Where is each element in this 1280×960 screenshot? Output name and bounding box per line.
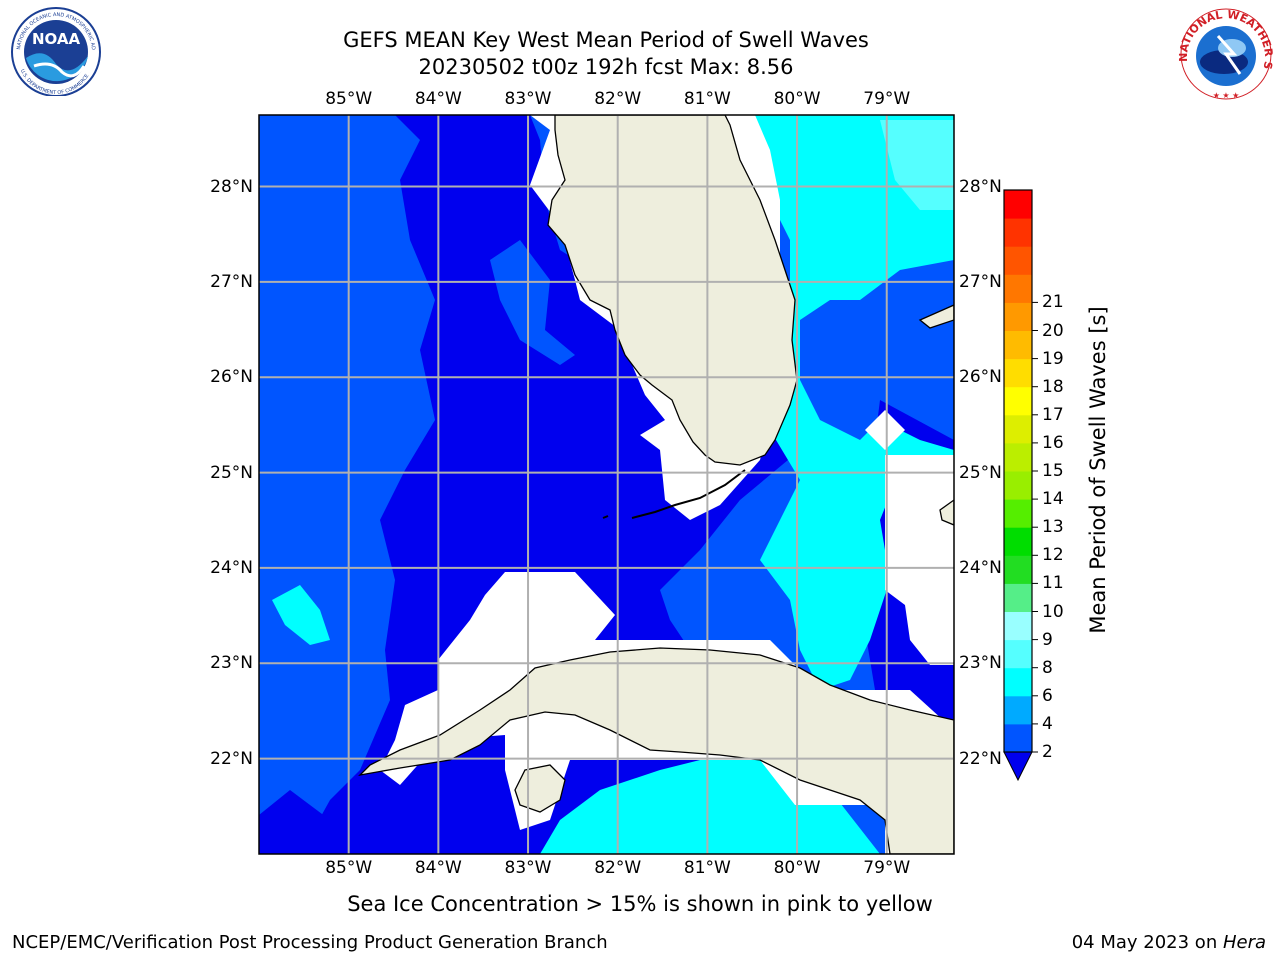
colorbar-block-8 (1004, 499, 1032, 528)
svg-text:★ ★ ★: ★ ★ ★ (1213, 91, 1240, 100)
colorbar-tick-label-3: 8 (1042, 657, 1053, 678)
lat-label-left-6: 22°N (210, 748, 253, 769)
swell-contour-patch (490, 240, 575, 365)
colorbar-block-19 (1004, 190, 1032, 219)
lon-label-top-2: 83°W (504, 89, 552, 109)
colorbar-tick-label-11: 16 (1042, 432, 1064, 453)
lat-label-right-3: 25°N (959, 462, 1002, 483)
colorbar-block-5 (1004, 583, 1032, 612)
map-gridlines (259, 115, 954, 854)
footer-right: 04 May 2023 on Hera (1072, 932, 1266, 954)
colorbar-block-12 (1004, 386, 1032, 416)
colorbar-block-13 (1004, 358, 1032, 388)
colorbar-tick-label-6: 11 (1042, 573, 1064, 594)
colorbar-block-16 (1004, 274, 1032, 303)
lat-label-left-2: 26°N (210, 367, 253, 388)
colorbar-tick-label-2: 6 (1042, 685, 1053, 706)
lon-label-bottom-2: 83°W (504, 858, 552, 878)
colorbar-tick-label-16: 21 (1042, 292, 1064, 313)
lat-label-left-3: 25°N (210, 462, 253, 483)
colorbar-block-4 (1004, 611, 1032, 641)
sea-ice-note: Sea Ice Concentration > 15% is shown in … (347, 892, 933, 916)
colorbar-tick-label-10: 15 (1042, 461, 1064, 481)
swell-contour-mid (750, 115, 954, 690)
land-bahamas-north (918, 304, 954, 329)
colorbar-tick-label-13: 18 (1042, 376, 1064, 397)
lat-label-right-0: 28°N (959, 176, 1002, 197)
lat-label-left-0: 28°N (210, 176, 253, 197)
noaa-logo: NATIONAL OCEANIC AND ATMOSPHERIC ADMINIS… (1, 2, 104, 97)
lat-label-left-5: 23°N (210, 653, 253, 674)
florida-keys-west (602, 515, 609, 519)
lon-label-bottom-3: 82°W (594, 858, 642, 878)
no-data-region-3 (885, 455, 954, 665)
colorbar-block-2 (1004, 667, 1032, 697)
colorbar-block-11 (1004, 414, 1032, 444)
colorbar-tick-label-15: 20 (1042, 320, 1064, 341)
lat-label-right-4: 24°N (959, 557, 1002, 578)
colorbar-block-18 (1004, 218, 1032, 247)
colorbar-tick-label-9: 14 (1042, 489, 1064, 510)
lon-label-bottom-4: 81°W (683, 858, 731, 878)
colorbar-block-10 (1004, 442, 1032, 472)
colorbar-tick-label-1: 4 (1042, 713, 1053, 734)
lon-label-bottom-0: 85°W (325, 858, 373, 878)
colorbar-block-7 (1004, 527, 1032, 556)
lat-label-left-1: 27°N (210, 271, 253, 292)
colorbar-label: Mean Period of Swell Waves [s] (1086, 306, 1110, 634)
florida-keys (631, 469, 746, 519)
map-frame (258, 114, 955, 855)
lon-label-bottom-5: 80°W (773, 858, 821, 878)
footer-host: Hera (1222, 932, 1266, 953)
colorbar-tick-label-4: 9 (1042, 629, 1053, 650)
lat-label-right-2: 26°N (959, 367, 1002, 388)
colorbar-tick-label-7: 12 (1042, 545, 1064, 566)
lat-label-right-1: 27°N (959, 271, 1002, 292)
lon-label-top-4: 81°W (683, 89, 731, 109)
colorbar-extend-arrow (1003, 751, 1033, 782)
footer-date: 04 May 2023 on (1071, 932, 1223, 953)
nws-logo: NATIONAL WEATHER SERVICE ★ ★ ★ (1172, 0, 1276, 101)
colorbar-block-14 (1004, 330, 1032, 360)
colorbar-block-0 (1004, 723, 1032, 753)
chart-subtitle: 20230502 t00z 192h fcst Max: 8.56 (418, 55, 794, 79)
lon-label-top-6: 79°W (863, 89, 911, 109)
colorbar-block-6 (1004, 555, 1032, 584)
footer-left: NCEP/EMC/Verification Post Processing Pr… (12, 932, 608, 953)
chart-title: GEFS MEAN Key West Mean Period of Swell … (343, 28, 869, 52)
lat-label-left-4: 24°N (210, 557, 253, 578)
no-data-region-4 (865, 410, 905, 450)
colorbar-tick-label-12: 17 (1042, 404, 1064, 425)
lon-label-bottom-1: 84°W (414, 858, 462, 878)
lat-label-right-6: 22°N (959, 748, 1002, 769)
colorbar-tick-label-0: 2 (1042, 742, 1053, 762)
colorbar-block-3 (1004, 639, 1032, 669)
lon-label-top-5: 80°W (773, 89, 821, 109)
colorbar-block-9 (1004, 471, 1032, 500)
colorbar-block-17 (1004, 246, 1032, 275)
colorbar-block-15 (1004, 302, 1032, 331)
lon-label-top-1: 84°W (414, 89, 462, 109)
swell-contour-west-cyan (272, 585, 330, 645)
lon-label-bottom-6: 79°W (863, 858, 911, 878)
land-bahamas-andros (939, 499, 954, 526)
lat-label-right-5: 23°N (959, 653, 1002, 674)
colorbar-block-1 (1004, 695, 1032, 725)
colorbar-tick-label-14: 19 (1042, 348, 1064, 369)
colorbar-tick-label-5: 10 (1042, 601, 1064, 622)
noaa-logo-text: NOAA (32, 30, 81, 48)
lon-label-top-0: 85°W (325, 89, 373, 109)
swell-contour-lowest-south (259, 790, 360, 854)
colorbar-tick-label-8: 13 (1042, 517, 1064, 538)
swell-contour-southeast (795, 520, 870, 580)
lon-label-top-3: 82°W (594, 89, 642, 109)
